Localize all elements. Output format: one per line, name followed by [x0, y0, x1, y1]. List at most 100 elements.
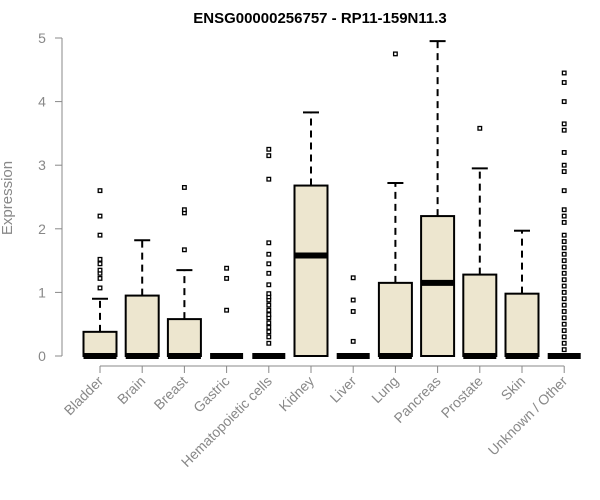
outlier-point [561, 283, 567, 289]
x-tick-label: Kidney [276, 373, 318, 415]
outlier-point [561, 340, 567, 346]
box-skin [504, 229, 540, 359]
y-tick-label: 1 [38, 284, 46, 300]
y-tick-label: 0 [38, 348, 46, 364]
box-liver [336, 275, 370, 359]
outlier-point [266, 153, 272, 159]
box-body [504, 292, 540, 357]
x-tick-label: Prostate [438, 373, 486, 421]
outlier-point [181, 185, 187, 190]
outlier-point [561, 302, 567, 308]
outlier-point [224, 265, 230, 271]
outlier-point [97, 267, 103, 273]
outlier-point [477, 125, 483, 131]
x-tick-label: Liver [327, 373, 360, 406]
box-body [82, 330, 118, 357]
outlier-point [561, 309, 567, 314]
box-breast [166, 185, 202, 359]
y-tick-label: 2 [38, 221, 46, 237]
outlier-point [97, 188, 103, 194]
outlier-point [561, 188, 567, 194]
outlier-point [561, 150, 567, 155]
outlier-point [266, 261, 272, 267]
box-lung [377, 51, 413, 359]
outlier-point [266, 251, 272, 257]
outlier-point [561, 219, 567, 225]
outlier-point [266, 320, 272, 326]
outlier-point [561, 99, 567, 105]
outlier-point [97, 275, 103, 281]
box-body [420, 215, 456, 357]
outlier-point [97, 256, 103, 262]
outlier-point [561, 315, 567, 321]
outlier-point [266, 340, 272, 346]
box-body [124, 294, 160, 357]
outlier-point [561, 162, 567, 168]
outlier-point [561, 213, 567, 219]
outlier-point [97, 213, 103, 219]
outlier-point [266, 329, 272, 335]
x-tick-label: Pancreas [391, 373, 444, 426]
outlier-point [97, 285, 103, 291]
outlier-point [561, 232, 567, 238]
y-tick-label: 3 [38, 157, 46, 173]
box-bladder [82, 188, 118, 359]
box-brain [124, 239, 160, 359]
y-axis-label: Expression [0, 161, 16, 235]
outlier-point [561, 328, 567, 334]
x-tick-label: Skin [498, 373, 529, 404]
x-tick-label: Breast [151, 373, 191, 413]
outlier-point [266, 312, 272, 318]
outlier-point [97, 261, 103, 267]
outlier-point [561, 258, 567, 264]
box-unknown-other [547, 70, 581, 359]
outlier-point [266, 176, 272, 182]
outlier-point [561, 270, 567, 276]
outlier-point [266, 146, 272, 152]
outlier-point [350, 297, 356, 303]
outlier-point [266, 291, 272, 297]
outlier-point [561, 245, 567, 251]
box-kidney [293, 111, 329, 357]
outlier-point [561, 347, 567, 353]
outlier-point [224, 275, 230, 281]
outlier-point [392, 51, 398, 57]
outlier-point [266, 324, 272, 330]
outlier-point [561, 321, 567, 327]
outlier-point [561, 169, 567, 175]
x-tick-label: Bladder [61, 373, 107, 419]
outlier-point [266, 334, 272, 340]
outlier-point [266, 302, 272, 308]
box-pancreas [420, 40, 456, 357]
outlier-point [561, 70, 567, 76]
box-gastric [210, 265, 244, 359]
outlier-point [561, 251, 567, 257]
outlier-point [350, 275, 356, 281]
outlier-point [561, 334, 567, 340]
box-body [293, 184, 329, 357]
outlier-point [561, 239, 567, 244]
outlier-point [561, 127, 567, 133]
box-body [462, 273, 498, 358]
outlier-point [266, 282, 272, 288]
outlier-point [266, 270, 272, 276]
outlier-point [266, 240, 272, 246]
x-tick-label: Brain [114, 373, 148, 407]
outlier-point [561, 296, 567, 302]
x-tick-label: Lung [368, 373, 401, 406]
outlier-point [97, 232, 103, 238]
box-hematopoietic-cells [252, 146, 286, 359]
outlier-point [561, 289, 567, 295]
outlier-point [181, 207, 187, 213]
axes: 0 1 2 3 4 5 [38, 30, 565, 373]
outlier-point [266, 307, 272, 313]
chart-title: ENSG00000256757 - RP11-159N11.3 [193, 10, 447, 27]
box-series [82, 40, 581, 359]
box-body [377, 281, 413, 357]
outlier-point [561, 277, 567, 283]
x-tick-label: Unknown / Other [485, 373, 571, 459]
outlier-point [224, 307, 230, 313]
y-tick-label: 5 [38, 30, 46, 46]
box-prostate [462, 125, 498, 359]
